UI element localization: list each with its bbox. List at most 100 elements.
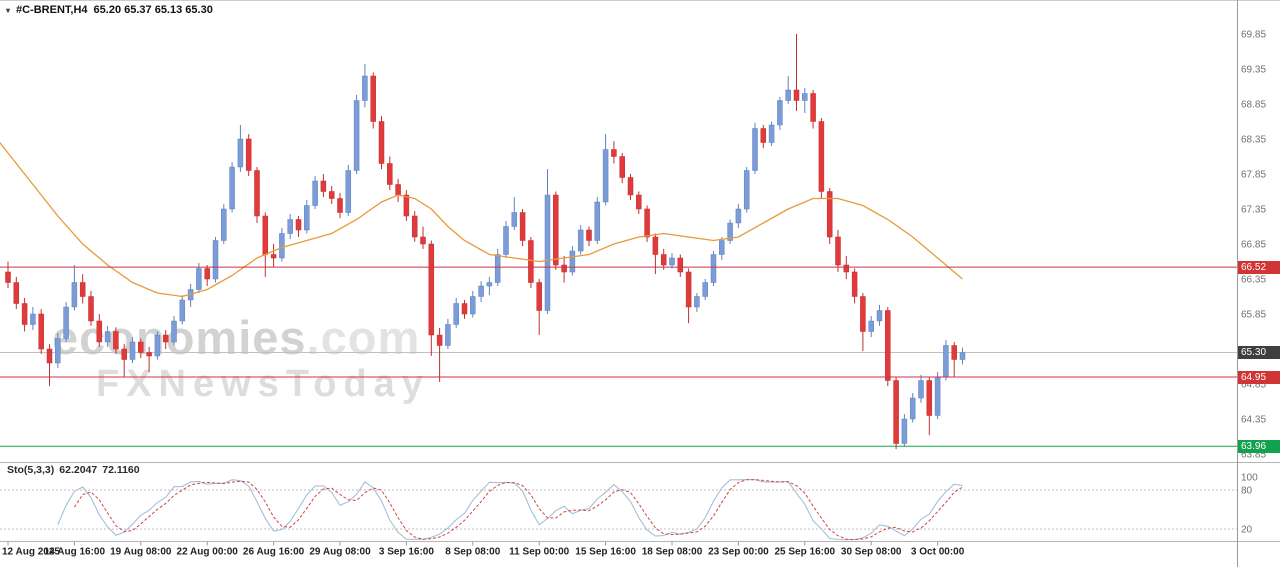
price-badge-63.96: 63.96 xyxy=(1238,439,1280,453)
stochastic-signal-line xyxy=(73,479,963,541)
candle-up xyxy=(229,166,235,210)
candle-down xyxy=(636,194,642,210)
time-axis-label: 12 Aug 2025 xyxy=(2,547,60,558)
candle-down xyxy=(461,303,468,315)
candle-up xyxy=(735,208,742,224)
candle-down xyxy=(5,271,11,283)
candle-down xyxy=(519,212,526,241)
candle-up xyxy=(63,306,69,339)
candle-up xyxy=(511,212,518,227)
candle-up xyxy=(453,303,459,325)
candle-down xyxy=(13,282,20,304)
candle-up xyxy=(279,233,285,259)
candle-down xyxy=(586,229,592,241)
watermark-tld: .com xyxy=(306,311,421,364)
candle-up xyxy=(577,229,584,252)
candle-up xyxy=(179,299,186,322)
candle-down xyxy=(138,341,144,353)
candle-down xyxy=(378,121,385,164)
indicator-name: Sto(5,3,3) xyxy=(7,464,55,476)
time-axis-label: 26 Aug 16:00 xyxy=(243,547,305,558)
candle-down xyxy=(818,121,825,192)
price-axis-label: 66.35 xyxy=(1241,275,1266,286)
sto-axis-label: 20 xyxy=(1241,525,1253,536)
sto-axis-label: 80 xyxy=(1241,486,1253,497)
candle-up xyxy=(30,313,36,325)
time-axis-label: 25 Sep 16:00 xyxy=(774,547,835,558)
candle-up xyxy=(602,149,609,203)
candle-up xyxy=(669,257,675,266)
watermark-brand: economies.com xyxy=(52,311,421,364)
candle-up xyxy=(445,324,451,346)
candle-down xyxy=(320,180,327,192)
candle-down xyxy=(121,348,127,360)
candle-down xyxy=(685,271,692,308)
candle-down xyxy=(528,240,534,283)
candle-down xyxy=(411,215,418,238)
candle-down xyxy=(436,334,443,346)
candle-up xyxy=(221,208,227,241)
candle-up xyxy=(710,254,717,283)
time-axis-label: 3 Oct 00:00 xyxy=(911,547,965,558)
candle-up xyxy=(345,170,352,213)
candle-down xyxy=(428,243,435,336)
candle-down xyxy=(611,149,617,157)
candle-up xyxy=(154,334,161,357)
price-badge-65.30: 65.30 xyxy=(1238,346,1280,359)
candle-down xyxy=(403,194,410,217)
candle-down xyxy=(860,296,866,332)
candle-down xyxy=(295,219,302,231)
price-axis-label: 67.35 xyxy=(1241,205,1266,216)
price-axis-label: 68.35 xyxy=(1241,135,1266,146)
time-axis-label: 18 Sep 08:00 xyxy=(642,547,703,558)
candle-up xyxy=(171,320,177,343)
time-axis-label: 14 Aug 16:00 xyxy=(44,547,106,558)
candle-up xyxy=(362,75,368,101)
candle-up xyxy=(196,268,202,290)
candle-down xyxy=(162,334,169,343)
candle-up xyxy=(777,100,783,126)
candle-up xyxy=(743,170,750,210)
sto-axis-label: 100 xyxy=(1241,473,1258,484)
price-axis-label: 64.35 xyxy=(1241,415,1266,426)
candle-down xyxy=(204,268,210,280)
time-axis-label: 19 Aug 08:00 xyxy=(110,547,172,558)
candle-down xyxy=(420,236,426,245)
candle-down xyxy=(88,296,94,322)
candle-up xyxy=(727,222,733,241)
candle-up xyxy=(802,93,808,101)
candle-down xyxy=(46,348,53,364)
candle-down xyxy=(561,264,567,273)
candle-down xyxy=(652,236,659,255)
candle-up xyxy=(353,100,360,171)
candle-down xyxy=(113,331,119,350)
watermark: economies.com FXNewsToday xyxy=(52,314,430,403)
time-axis-label: 15 Sep 16:00 xyxy=(575,547,636,558)
candle-up xyxy=(312,180,318,206)
candle-up xyxy=(129,341,136,360)
ohlc-values: 65.20 65.37 65.13 65.30 xyxy=(93,4,213,16)
candlesticks xyxy=(5,34,966,450)
candle-down xyxy=(96,320,103,343)
candle-up xyxy=(503,226,509,255)
candle-down xyxy=(644,208,650,238)
price-axis-label: 68.85 xyxy=(1241,100,1266,111)
candle-down xyxy=(270,254,277,259)
time-axis-label: 23 Sep 00:00 xyxy=(708,547,769,558)
chart-header: ▾ #C-BRENT,H4 65.20 65.37 65.13 65.30 xyxy=(6,4,213,16)
candle-down xyxy=(146,352,152,357)
symbol-dropdown-icon[interactable]: ▾ xyxy=(6,5,11,15)
candle-down xyxy=(262,215,269,255)
candle-up xyxy=(104,331,111,343)
candle-up xyxy=(212,240,219,280)
candle-down xyxy=(835,236,841,266)
candle-down xyxy=(926,380,933,416)
candle-up xyxy=(934,376,941,416)
candle-down xyxy=(810,93,816,122)
candle-up xyxy=(959,352,966,360)
price-badge-64.95: 64.95 xyxy=(1238,370,1280,384)
candle-up xyxy=(901,418,908,444)
candle-up xyxy=(287,219,293,234)
